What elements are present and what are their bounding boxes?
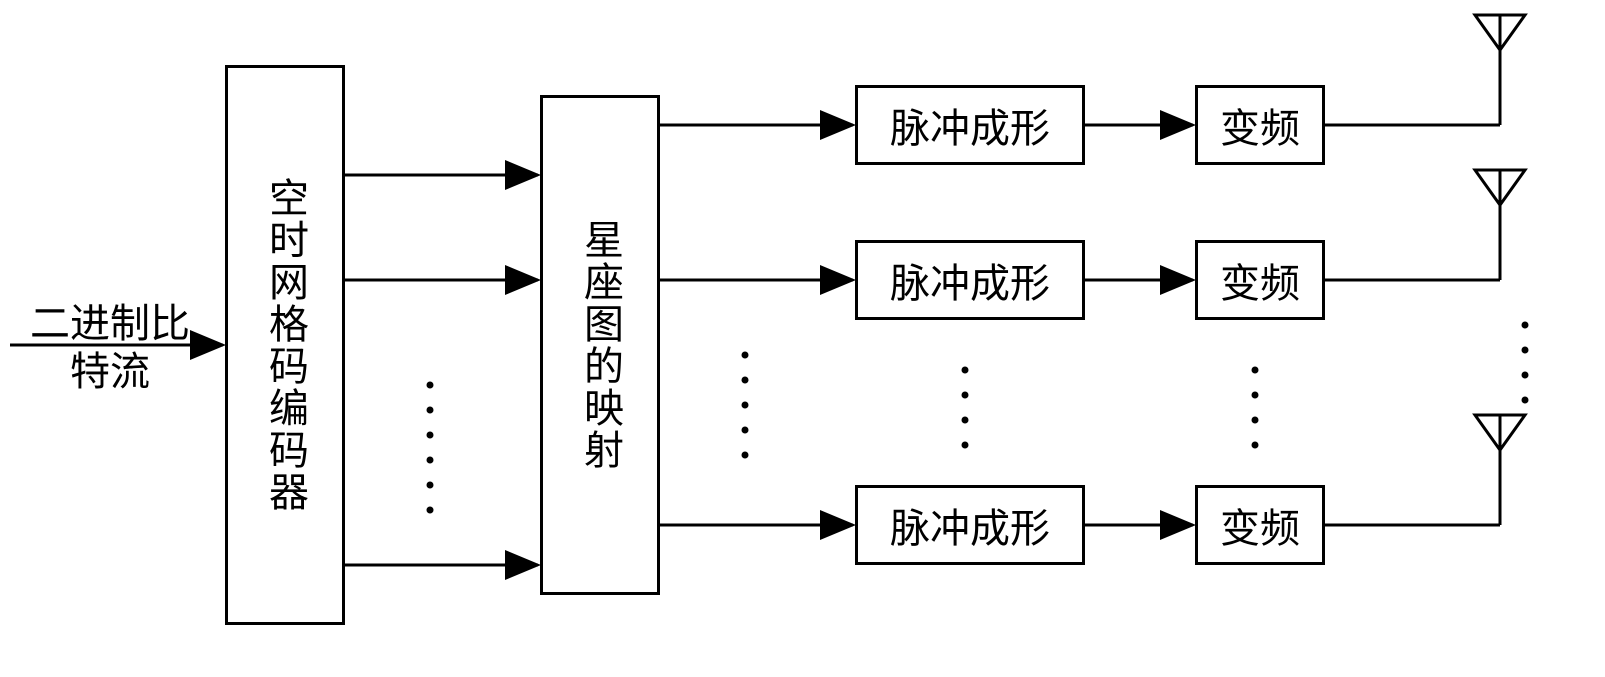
freq-conv-label-2: 变频 [1220, 251, 1300, 309]
encoder-label: 空时网格码编码器 [263, 177, 307, 513]
pulse-shaping-label-2: 脉冲成形 [890, 251, 1050, 309]
antenna-1 [1325, 15, 1525, 125]
freq-conv-label-1: 变频 [1220, 96, 1300, 154]
vdots-4 [1252, 367, 1259, 449]
freq-conv-box-3: 变频 [1195, 485, 1325, 565]
vdots-3 [962, 367, 969, 449]
vdots-5 [1522, 322, 1529, 404]
input-label-line2: 特流 [70, 349, 150, 394]
mapper-box: 星座图的映射 [540, 95, 660, 595]
pulse-shaping-box-2: 脉冲成形 [855, 240, 1085, 320]
encoder-box: 空时网格码编码器 [225, 65, 345, 625]
freq-conv-label-3: 变频 [1220, 496, 1300, 554]
vdots-1 [427, 382, 434, 514]
vdots-2 [742, 352, 749, 459]
pulse-shaping-label-3: 脉冲成形 [890, 496, 1050, 554]
mapper-label: 星座图的映射 [578, 219, 622, 471]
freq-conv-box-1: 变频 [1195, 85, 1325, 165]
pulse-shaping-box-3: 脉冲成形 [855, 485, 1085, 565]
input-label: 二进制比 特流 [15, 300, 205, 396]
pulse-shaping-label-1: 脉冲成形 [890, 96, 1050, 154]
pulse-shaping-box-1: 脉冲成形 [855, 85, 1085, 165]
antenna-3 [1325, 415, 1525, 525]
input-label-line1: 二进制比 [30, 301, 190, 346]
antenna-2 [1325, 170, 1525, 280]
freq-conv-box-2: 变频 [1195, 240, 1325, 320]
